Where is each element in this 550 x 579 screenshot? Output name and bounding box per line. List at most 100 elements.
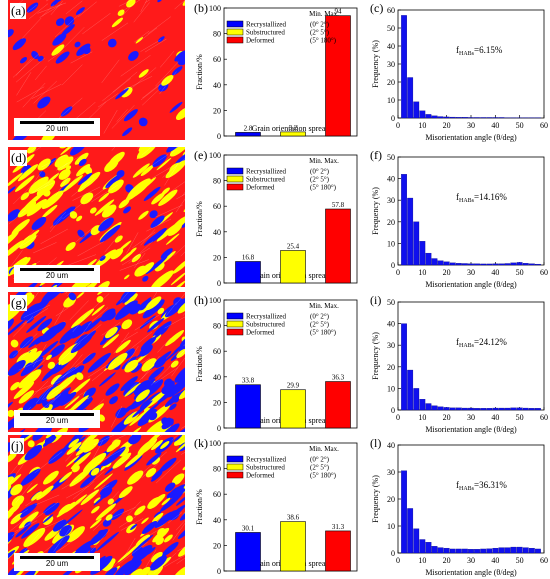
y-tick-label: 10 [387, 384, 395, 393]
legend-swatch-substructured [226, 463, 244, 471]
grain [60, 509, 83, 529]
bar-recrystallized [235, 132, 261, 137]
legend-swatch-deformed [226, 471, 244, 479]
grain [170, 360, 179, 368]
grain-boundary [10, 455, 26, 475]
grain [115, 339, 131, 353]
grain-boundary [53, 342, 81, 368]
grain [66, 455, 80, 467]
histogram-bar [407, 197, 414, 266]
grain [10, 382, 20, 391]
grain [174, 50, 185, 62]
grain [23, 527, 46, 547]
legend-item-range: (2° 5°) [310, 29, 330, 37]
panel-label: (f) [370, 148, 382, 162]
grain-boundary [13, 184, 33, 205]
grain [138, 210, 149, 220]
grain [32, 435, 44, 441]
grain [142, 275, 149, 282]
grain [136, 551, 143, 558]
grain [150, 471, 163, 482]
grain [175, 362, 185, 381]
grain-boundary [91, 361, 116, 382]
x-tick-label: 10 [418, 268, 426, 277]
grain [139, 315, 156, 329]
grain [18, 435, 41, 444]
grain [18, 390, 35, 404]
y-tick-label: 20 [213, 253, 221, 262]
scale-bar-text: 20 um [45, 416, 69, 425]
grain [100, 224, 121, 243]
grain [43, 189, 51, 197]
histogram-bar [510, 407, 517, 411]
grain [171, 395, 180, 403]
grain-boundary [102, 78, 131, 102]
grain [165, 233, 180, 245]
habs-annotation: fHABs=6.15% [456, 45, 503, 57]
legend-item-range: (2° 5°) [310, 176, 330, 184]
ebsd-background [8, 0, 185, 140]
grain [120, 292, 139, 302]
grain [75, 438, 96, 456]
grain [66, 442, 82, 455]
grain-boundary [87, 364, 109, 378]
bar-substructured [280, 521, 306, 572]
y-tick-label: 0 [217, 279, 221, 288]
grain [8, 172, 23, 188]
y-tick-label: 0 [391, 261, 395, 270]
bar-value-label: 36.3 [332, 374, 345, 382]
grain [36, 340, 59, 360]
grain-boundary [13, 315, 34, 337]
grain [19, 569, 36, 575]
y-tick-label: 60 [213, 490, 221, 499]
grain [93, 495, 105, 506]
grain-boundary [15, 58, 32, 76]
histogram-bar [443, 407, 450, 411]
grain [59, 325, 82, 344]
grain-boundary [72, 324, 102, 348]
grain-boundary [54, 12, 81, 38]
x-tick-label: 20 [443, 413, 451, 422]
panel-label-g: (g) [10, 295, 28, 311]
legend-item-range: (0° 2°) [310, 313, 330, 321]
y-tick-label: 60 [213, 55, 221, 64]
histogram-bar [437, 260, 444, 266]
grain [71, 308, 95, 329]
grain [78, 158, 87, 167]
x-tick-label: 20 [443, 121, 451, 130]
grain-boundary [151, 366, 171, 386]
grain [171, 337, 177, 343]
grain [98, 217, 114, 232]
grain [42, 400, 50, 408]
grain [53, 206, 73, 224]
grain [83, 438, 99, 453]
grain-boundary [163, 302, 177, 320]
histogram-bar [504, 547, 511, 554]
grain-boundary [162, 158, 185, 178]
grain [146, 390, 167, 408]
grain [143, 232, 160, 246]
histogram-bar [468, 407, 474, 411]
y-tick-label: 40 [213, 228, 221, 237]
grain-boundary [18, 357, 45, 371]
grain-boundary [128, 358, 150, 371]
grain [42, 440, 51, 447]
habs-annotation: fHABs=14.16% [456, 192, 507, 204]
grain [154, 321, 172, 336]
grain-boundary [60, 175, 78, 196]
grain [175, 107, 185, 121]
grain [24, 521, 32, 529]
grain [153, 511, 162, 518]
grain [147, 317, 165, 333]
grain-boundary [164, 316, 185, 329]
grain-boundary [111, 147, 116, 151]
plot-frame [397, 301, 545, 411]
grain [168, 280, 185, 287]
grain [155, 536, 164, 545]
histogram-bar [522, 407, 529, 411]
grain [20, 503, 38, 518]
grain [179, 334, 185, 347]
grain-boundary [176, 557, 185, 565]
grain [165, 330, 185, 347]
